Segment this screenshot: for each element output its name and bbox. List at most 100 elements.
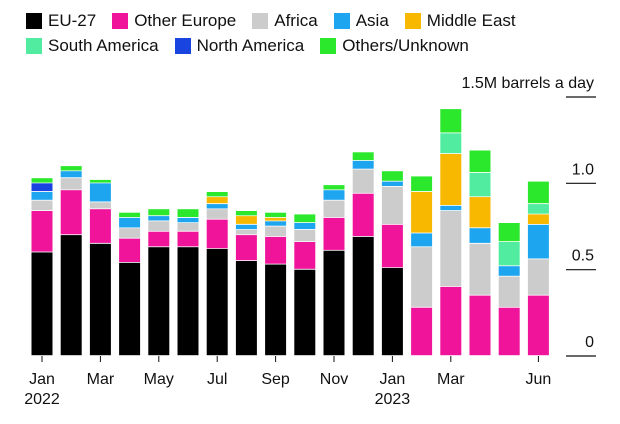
bar-others-unknown-may-2022 — [148, 209, 170, 216]
bar-eu-27-aug-2022 — [235, 261, 257, 356]
bar-stack-nov-2022 — [323, 185, 345, 356]
bar-other-europe-mar-2023 — [440, 286, 462, 356]
legend-row-2: South America North America Others/Unkno… — [26, 33, 606, 58]
x-tick-label-sep: Sep — [261, 371, 290, 388]
y-axis-unit-label: 1.5M barrels a day — [461, 75, 594, 92]
bar-asia-jan-2022 — [31, 192, 53, 200]
legend-label-south-america: South America — [48, 35, 159, 55]
legend-swatch-eu27 — [26, 12, 42, 29]
x-year-label-2023: 2023 — [375, 391, 411, 408]
bar-africa-dec-2022 — [352, 169, 374, 193]
bar-africa-apr-2022 — [119, 228, 141, 238]
bar-asia-jun-2023 — [527, 224, 549, 259]
bar-other-europe-dec-2022 — [352, 193, 374, 237]
bars-layer — [31, 109, 549, 356]
legend-item-south-america: South America — [26, 36, 159, 56]
bar-asia-mar-2023 — [440, 205, 462, 211]
bar-asia-apr-2022 — [119, 217, 141, 228]
bar-asia-may-2023 — [498, 266, 520, 276]
bar-eu-27-jan-2022 — [31, 252, 53, 356]
x-tick-label-jan-2023: Jan — [380, 371, 406, 388]
bar-south-america-apr-2023 — [469, 173, 491, 197]
bar-asia-aug-2022 — [235, 224, 257, 230]
bar-eu-27-apr-2022 — [119, 262, 141, 356]
legend-label-north-america: North America — [196, 35, 305, 55]
bar-others-unknown-apr-2022 — [119, 212, 141, 218]
bar-other-europe-may-2022 — [148, 231, 170, 247]
bar-south-america-may-2023 — [498, 242, 520, 266]
bar-others-unknown-mar-2022 — [89, 179, 111, 183]
bar-africa-feb-2023 — [411, 247, 433, 307]
bar-eu-27-nov-2022 — [323, 250, 345, 356]
bar-asia-jun-2022 — [177, 217, 199, 223]
y-tick-label-1: 1.0 — [572, 161, 594, 178]
bar-other-europe-mar-2022 — [89, 209, 111, 243]
x-tick-label-jul: Jul — [207, 371, 227, 388]
bar-other-europe-nov-2022 — [323, 217, 345, 250]
bar-other-europe-jun-2023 — [527, 295, 549, 356]
bar-other-europe-apr-2022 — [119, 238, 141, 262]
bar-asia-may-2022 — [148, 216, 170, 221]
legend-swatch-others-unknown — [320, 37, 337, 54]
bar-stack-may-2022 — [148, 209, 170, 356]
bar-others-unknown-mar-2023 — [440, 109, 462, 133]
bar-asia-mar-2022 — [89, 183, 111, 202]
bar-north-america-jan-2022 — [31, 183, 53, 192]
bar-eu-27-dec-2022 — [352, 236, 374, 356]
bar-others-unknown-nov-2022 — [323, 185, 345, 190]
x-year-label-2022: 2022 — [24, 391, 60, 408]
bar-other-europe-apr-2023 — [469, 295, 491, 356]
bar-other-europe-feb-2023 — [411, 307, 433, 356]
bar-others-unknown-dec-2022 — [352, 152, 374, 161]
bar-africa-may-2023 — [498, 276, 520, 307]
bar-africa-jan-2022 — [31, 200, 53, 211]
legend-label-others-unknown: Others/Unknown — [342, 35, 469, 55]
bar-asia-feb-2022 — [60, 171, 82, 178]
legend-swatch-asia — [333, 12, 350, 29]
bar-africa-feb-2022 — [60, 178, 82, 190]
bar-eu-27-jul-2022 — [206, 248, 228, 356]
bar-africa-jun-2022 — [177, 223, 199, 231]
bar-stack-aug-2022 — [235, 211, 257, 356]
bar-eu-27-jan-2023 — [381, 267, 403, 356]
y-axis: 0 0.5 1.0 1.5M barrels a day — [461, 75, 596, 357]
bar-eu-27-may-2022 — [148, 247, 170, 356]
bar-stack-feb-2022 — [60, 166, 82, 356]
legend-swatch-other-europe — [112, 12, 129, 29]
chart-legend: EU-27 Other Europe Africa Asia Middle Ea… — [26, 8, 606, 58]
bar-eu-27-feb-2022 — [60, 235, 82, 356]
bar-others-unknown-oct-2022 — [294, 214, 316, 223]
legend-swatch-africa — [252, 12, 269, 29]
bar-africa-jun-2023 — [527, 259, 549, 295]
legend-item-north-america: North America — [174, 35, 305, 56]
legend-label-other-europe: Other Europe — [134, 10, 237, 30]
legend-label-africa: Africa — [274, 10, 318, 30]
legend-swatch-south-america — [26, 37, 42, 54]
bar-eu-27-jun-2022 — [177, 247, 199, 356]
x-tick-label-nov: Nov — [320, 371, 348, 388]
bar-asia-jul-2022 — [206, 204, 228, 209]
bar-others-unknown-jan-2022 — [31, 178, 53, 183]
bar-middle-east-feb-2023 — [411, 192, 433, 233]
bar-eu-27-mar-2022 — [89, 243, 111, 356]
bar-middle-east-mar-2023 — [440, 154, 462, 205]
bar-others-unknown-feb-2022 — [60, 166, 82, 171]
bar-south-america-jun-2023 — [527, 204, 549, 214]
bar-eu-27-oct-2022 — [294, 269, 316, 356]
bar-asia-nov-2022 — [323, 190, 345, 200]
bar-africa-mar-2023 — [440, 211, 462, 287]
bar-africa-oct-2022 — [294, 230, 316, 242]
legend-item-asia: Asia — [333, 11, 389, 31]
bar-middle-east-sep-2022 — [265, 217, 287, 221]
bar-others-unknown-aug-2022 — [235, 211, 257, 216]
legend-label-middle-east: Middle East — [426, 10, 516, 30]
bar-stack-feb-2023 — [411, 176, 433, 356]
legend-item-africa: Africa — [252, 10, 318, 31]
x-tick-label-mar: Mar — [87, 371, 115, 388]
bar-other-europe-sep-2022 — [265, 236, 287, 264]
bar-others-unknown-apr-2023 — [469, 150, 491, 173]
x-tick-label-jan-2022: Jan — [29, 371, 55, 388]
legend-item-middle-east: Middle East — [404, 10, 516, 31]
x-tick-label-may: May — [144, 371, 174, 388]
bar-stack-jul-2022 — [206, 192, 228, 356]
